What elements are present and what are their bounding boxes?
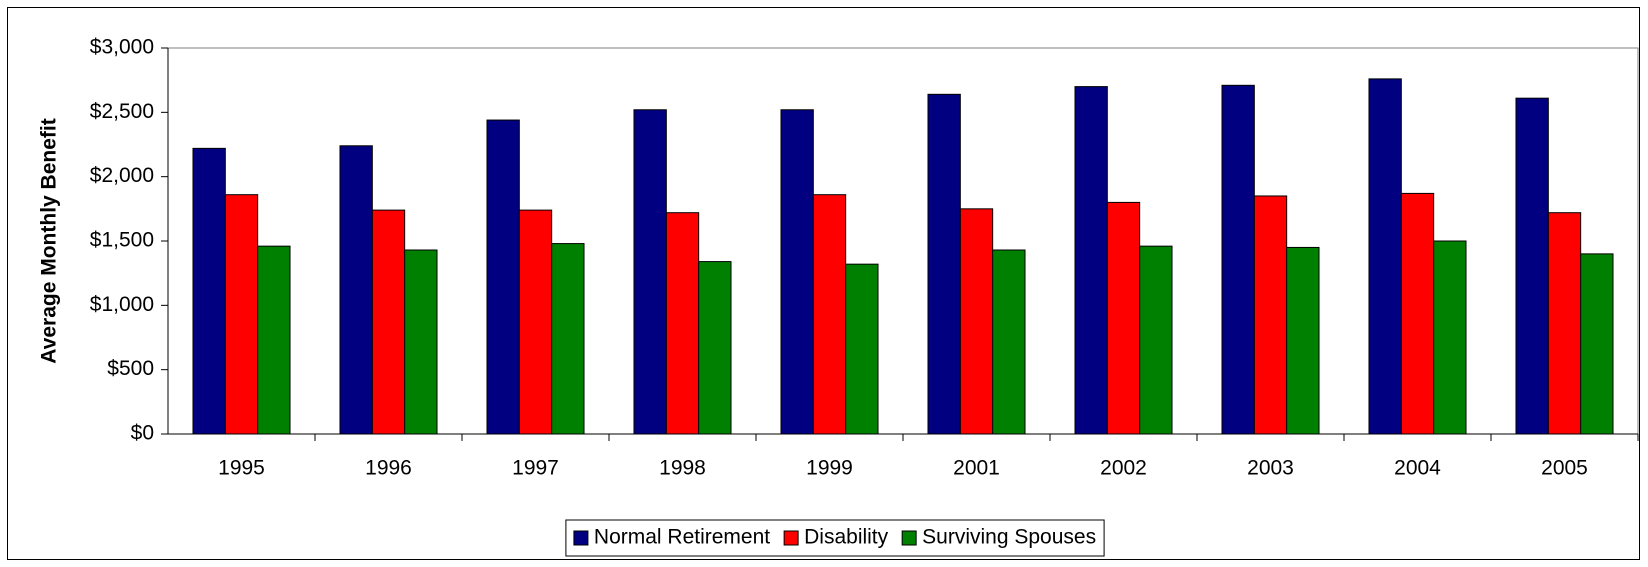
x-tick-label: 2003: [1247, 457, 1294, 480]
legend-box: [565, 519, 1105, 557]
legend-label: Surviving Spouses: [922, 526, 1096, 549]
bar: [1433, 240, 1467, 435]
bar: [1400, 192, 1435, 435]
bar: [551, 243, 585, 435]
bar: [518, 209, 553, 435]
bar: [992, 249, 1026, 435]
bar: [1580, 253, 1614, 435]
x-tick-label: 2002: [1100, 457, 1147, 480]
x-tick-label: 2005: [1541, 457, 1588, 480]
y-tick-label: $0: [131, 422, 154, 445]
bar: [1515, 97, 1549, 435]
bar: [665, 212, 700, 435]
x-tick-label: 1999: [806, 457, 853, 480]
y-tick-label: $1,500: [90, 229, 154, 252]
bar: [1286, 246, 1320, 435]
legend-label: Normal Retirement: [594, 526, 770, 549]
legend-swatch: [901, 530, 917, 546]
bar: [812, 194, 847, 435]
bar: [224, 194, 259, 435]
bar: [1368, 78, 1402, 435]
x-tick-label: 1996: [365, 457, 412, 480]
bar: [1253, 195, 1288, 435]
bar: [257, 245, 291, 435]
bar: [927, 93, 961, 435]
bar: [633, 109, 667, 435]
bar: [192, 147, 226, 435]
x-tick-label: 1997: [512, 457, 559, 480]
bar: [1139, 245, 1173, 435]
legend-label: Disability: [804, 526, 889, 549]
bar: [1074, 86, 1108, 435]
bar: [404, 249, 438, 435]
x-tick-label: 2004: [1394, 457, 1441, 480]
bar: [959, 208, 994, 435]
legend: Normal Retirement Disability Surviving Spo…: [565, 519, 1105, 557]
bar: [698, 261, 732, 435]
bar: [1106, 201, 1141, 435]
bar: [1547, 212, 1582, 435]
bar: [486, 119, 520, 435]
x-tick-label: 1995: [218, 457, 265, 480]
y-tick-label: $2,000: [90, 164, 154, 187]
y-tick-label: $500: [107, 357, 154, 380]
bar: [845, 263, 879, 435]
bar: [1221, 84, 1255, 435]
x-tick-label: 1998: [659, 457, 706, 480]
y-tick-label: $3,000: [90, 36, 154, 59]
y-tick-label: $2,500: [90, 100, 154, 123]
bar: [780, 109, 814, 435]
bar: [339, 145, 373, 435]
y-axis-title: Average Monthly Benefit: [38, 118, 61, 363]
legend-swatch: [783, 530, 799, 546]
bar: [371, 209, 406, 435]
y-tick-label: $1,000: [90, 293, 154, 316]
legend-swatch: [573, 530, 589, 546]
x-tick-label: 2001: [953, 457, 1000, 480]
